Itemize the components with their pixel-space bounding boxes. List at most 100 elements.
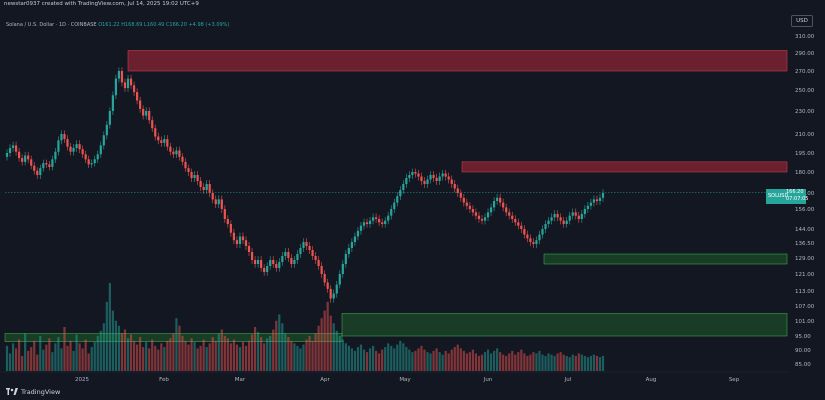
- volume-bar: [181, 335, 184, 371]
- candle-body: [387, 215, 390, 221]
- volume-bar: [154, 345, 157, 371]
- candle-body: [250, 252, 254, 260]
- volume-bar: [541, 354, 544, 371]
- candle-body: [314, 256, 317, 260]
- volume-bar: [21, 355, 24, 371]
- volume-bar: [474, 353, 478, 371]
- volume-bar: [269, 335, 272, 371]
- candles-layer: [5, 67, 605, 303]
- candle-body: [211, 193, 214, 200]
- volume-bar: [302, 344, 305, 371]
- volume-bar: [341, 339, 344, 371]
- candle-body: [269, 260, 272, 266]
- candle-body: [447, 176, 450, 180]
- volume-bar: [241, 342, 245, 371]
- volume-bar: [172, 333, 175, 371]
- volume-bar: [293, 343, 296, 371]
- candle-body: [154, 128, 157, 137]
- candle-body: [450, 179, 453, 184]
- volume-bar: [81, 348, 84, 371]
- support-zone: [341, 313, 788, 337]
- volume-bar: [571, 354, 574, 371]
- candle-body: [96, 154, 99, 160]
- volume-bar: [329, 315, 332, 371]
- candle-body: [54, 151, 57, 160]
- candle-body: [492, 201, 496, 208]
- candle-body: [27, 155, 30, 160]
- volume-bar: [148, 348, 151, 371]
- candle-body: [402, 184, 405, 190]
- volume-bar: [402, 343, 405, 371]
- volume-bar: [459, 348, 462, 371]
- candle-body: [105, 124, 108, 136]
- candle-body: [514, 219, 517, 223]
- tradingview-logo-icon: [6, 388, 18, 395]
- candle-body: [453, 184, 456, 189]
- candle-body: [480, 219, 484, 221]
- volume-bar: [75, 334, 78, 371]
- currency-button[interactable]: USD: [791, 15, 813, 27]
- candle-body: [208, 184, 211, 193]
- y-tick-label: 121.00: [795, 272, 815, 278]
- volume-bar: [18, 339, 21, 371]
- volume-bar: [96, 335, 99, 371]
- candle-body: [489, 207, 493, 213]
- candle-body: [432, 175, 435, 178]
- volume-bar: [114, 320, 118, 371]
- candle-body: [356, 230, 360, 237]
- candle-body: [175, 150, 178, 155]
- volume-bar: [598, 357, 602, 371]
- candle-body: [60, 134, 63, 141]
- volume-bar: [378, 353, 381, 371]
- candle-body: [502, 202, 505, 208]
- volume-bar: [263, 343, 266, 371]
- zones-layer: [4, 50, 788, 342]
- candle-body: [329, 288, 332, 299]
- volume-bar: [126, 338, 130, 371]
- y-tick-label: 310.00: [795, 34, 815, 40]
- x-tick-label: Feb: [159, 377, 169, 383]
- candle-body: [553, 214, 556, 218]
- volume-bar: [166, 340, 169, 371]
- candle-body: [474, 212, 478, 216]
- volume-bar: [514, 354, 517, 371]
- candle-body: [99, 145, 102, 155]
- candle-body: [145, 111, 148, 116]
- candle-body: [326, 282, 329, 289]
- candle-body: [335, 284, 338, 294]
- candle-body: [90, 163, 93, 165]
- symbol-name: Solana / U.S. Dollar · 1D · COINBASE: [6, 22, 97, 28]
- candle-body: [163, 139, 166, 143]
- candle-body: [550, 217, 553, 221]
- volume-bar: [284, 333, 287, 371]
- candle-body: [87, 159, 90, 165]
- candle-body: [93, 159, 96, 164]
- volume-bar: [326, 301, 329, 371]
- candle-body: [362, 222, 366, 226]
- volume-bar: [453, 347, 456, 371]
- volume-bar: [187, 344, 190, 371]
- volume-bar: [399, 340, 402, 371]
- volume-bar: [508, 353, 511, 371]
- volume-bar: [492, 350, 496, 371]
- volume-bar: [496, 348, 499, 371]
- x-tick-label: Mar: [235, 377, 246, 383]
- volume-bar: [175, 318, 178, 371]
- y-tick-label: 107.00: [795, 304, 815, 310]
- candle-body: [132, 85, 136, 93]
- volume-bar: [123, 329, 127, 371]
- volume-bar: [562, 354, 565, 371]
- y-tick-label: 290.00: [795, 51, 815, 57]
- y-tick-label: 210.00: [795, 132, 815, 138]
- volume-bar: [178, 325, 181, 371]
- volume-bar: [408, 349, 411, 371]
- candle-body: [598, 197, 602, 201]
- candle-body: [129, 78, 133, 86]
- volume-bar: [278, 314, 281, 371]
- candle-body: [190, 172, 193, 178]
- volume-bar: [390, 345, 393, 371]
- candle-body: [120, 71, 124, 83]
- candle-body: [496, 197, 499, 201]
- volume-bar: [486, 349, 490, 371]
